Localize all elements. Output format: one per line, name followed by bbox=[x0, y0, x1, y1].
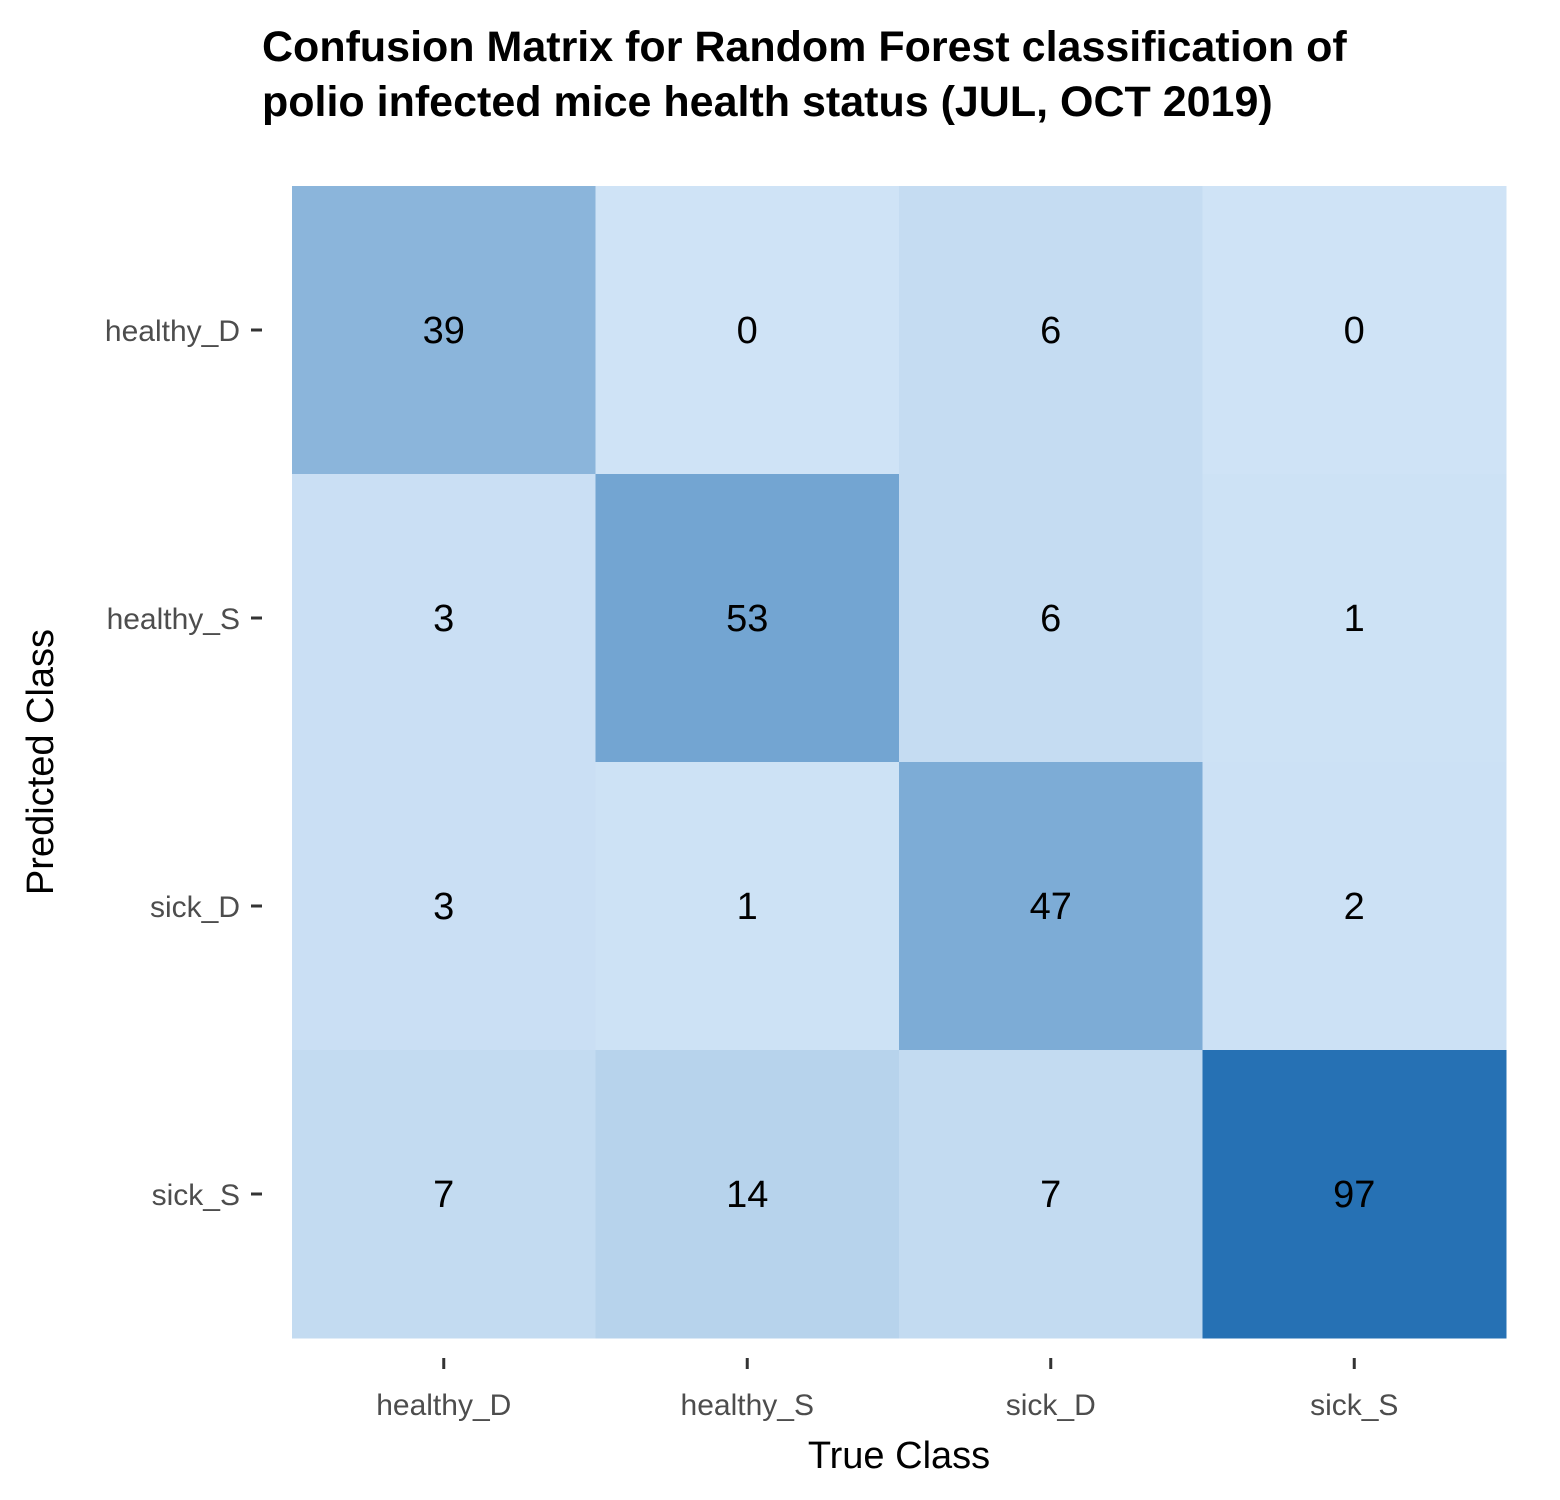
heatmap-cell-sick_D-healthy_S bbox=[595, 762, 900, 1051]
cell-value-label: 1 bbox=[737, 886, 758, 928]
cell-value-label: 14 bbox=[726, 1174, 768, 1216]
heatmap-cell-healthy_S-sick_D bbox=[899, 474, 1203, 763]
cell-value-label: 1 bbox=[1344, 598, 1365, 640]
heatmap-cell-healthy_S-sick_S bbox=[1202, 474, 1507, 763]
cell-value-label: 7 bbox=[1040, 1174, 1061, 1216]
cell-value-label: 3 bbox=[433, 598, 454, 640]
cell-value-label: 6 bbox=[1040, 598, 1061, 640]
chart-title-line-1: Confusion Matrix for Random Forest class… bbox=[262, 23, 1347, 71]
cell-value-label: 0 bbox=[1344, 310, 1365, 352]
heatmap-cell-sick_S-sick_D bbox=[899, 1050, 1203, 1339]
cell-value-label: 3 bbox=[433, 886, 454, 928]
cell-value-label: 0 bbox=[737, 310, 758, 352]
x-axis: healthy_D healthy_S sick_D sick_S bbox=[376, 1358, 1398, 1422]
heatmap-cell-healthy_S-healthy_D bbox=[292, 474, 596, 763]
heatmap-cell-sick_D-healthy_D bbox=[292, 762, 596, 1051]
x-tick-label: healthy_S bbox=[681, 1389, 814, 1422]
chart-title: Confusion Matrix for Random Forest class… bbox=[262, 20, 1552, 130]
y-axis-title: Predicted Class bbox=[20, 629, 62, 895]
heatmap-cell-sick_S-healthy_S bbox=[595, 1050, 900, 1339]
y-tick-label: healthy_D bbox=[105, 315, 240, 348]
heatmap-cell-sick_S-sick_S bbox=[1202, 1050, 1507, 1339]
heatmap-cell-sick_D-sick_S bbox=[1202, 762, 1507, 1051]
x-tick-label: sick_D bbox=[1006, 1389, 1096, 1422]
heatmap-cell-healthy_D-healthy_D bbox=[292, 186, 596, 475]
y-tick-label: sick_S bbox=[152, 1179, 240, 1212]
heatmap-cell-healthy_D-healthy_S bbox=[595, 186, 900, 475]
cell-value-label: 39 bbox=[423, 310, 465, 352]
x-tick-label: healthy_D bbox=[376, 1389, 511, 1422]
y-axis: healthy_D healthy_S sick_D sick_S bbox=[105, 315, 262, 1212]
heatmap-cells bbox=[292, 186, 1507, 1339]
y-tick-label: healthy_S bbox=[107, 603, 240, 636]
cell-value-label: 6 bbox=[1040, 310, 1061, 352]
heatmap-cell-sick_D-sick_D bbox=[899, 762, 1203, 1051]
y-tick-label: sick_D bbox=[150, 891, 240, 924]
cell-value-label: 47 bbox=[1030, 886, 1072, 928]
heatmap-cell-healthy_S-healthy_S bbox=[595, 474, 900, 763]
x-tick-label: sick_S bbox=[1310, 1389, 1398, 1422]
heatmap-cell-labels: 39 0 6 03 53 6 13 1 47 27 14 7 97 bbox=[423, 310, 1376, 1216]
cell-value-label: 97 bbox=[1333, 1174, 1375, 1216]
cell-value-label: 7 bbox=[433, 1174, 454, 1216]
cell-value-label: 53 bbox=[726, 598, 768, 640]
heatmap-cell-healthy_D-sick_D bbox=[899, 186, 1203, 475]
cell-value-label: 2 bbox=[1344, 886, 1365, 928]
chart-title-line-2: polio infected mice health status (JUL, … bbox=[262, 78, 1273, 126]
heatmap-cell-sick_S-healthy_D bbox=[292, 1050, 596, 1339]
x-axis-title: True Class bbox=[808, 1435, 990, 1477]
heatmap-cell-healthy_D-sick_S bbox=[1202, 186, 1507, 475]
